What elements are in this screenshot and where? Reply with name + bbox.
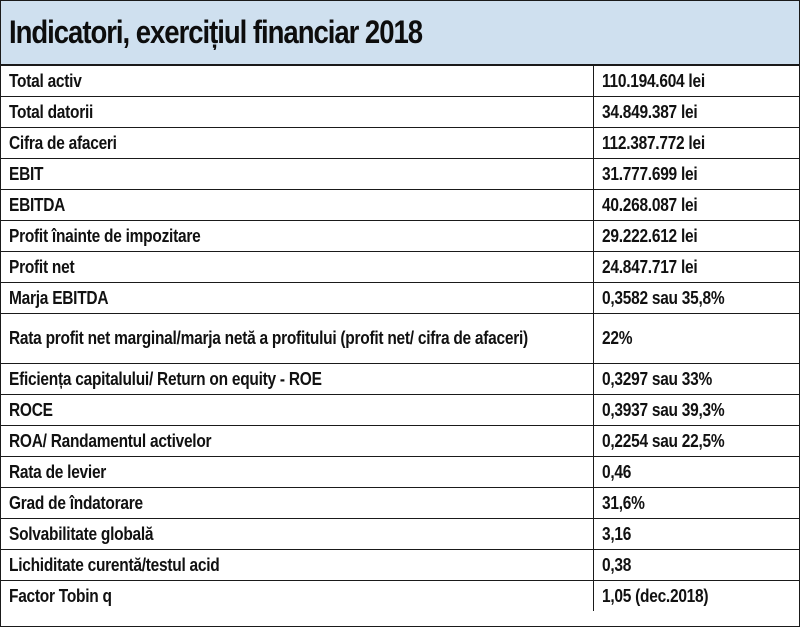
- row-value: 31,6%: [602, 492, 645, 513]
- table-row: Total activ 110.194.604 lei: [1, 66, 800, 97]
- row-value-cell: 31.777.699 lei: [593, 158, 800, 190]
- row-label-cell: Grad de îndatorare: [1, 487, 594, 519]
- row-label: Cifra de afaceri: [9, 132, 117, 153]
- row-label: Profit net: [9, 256, 75, 277]
- row-label: ROA/ Randamentul activelor: [9, 430, 212, 451]
- row-value: 0,46: [602, 461, 632, 482]
- row-label: Lichiditate curentă/testul acid: [9, 554, 220, 575]
- table-row: Profit net 24.847.717 lei: [1, 251, 800, 283]
- row-label-cell: EBIT: [1, 158, 594, 190]
- row-value: 1,05 (dec.2018): [602, 585, 709, 606]
- row-value: 112.387.772 lei: [602, 132, 705, 153]
- row-label-cell: Solvabilitate globală: [1, 518, 594, 550]
- table-row: Solvabilitate globală 3,16: [1, 518, 800, 550]
- row-label: ROCE: [9, 399, 53, 420]
- table-row: Lichiditate curentă/testul acid 0,38: [1, 549, 800, 581]
- row-label: Marja EBITDA: [9, 287, 109, 308]
- row-label-cell: Rata de levier: [1, 456, 594, 488]
- row-label-cell: ROCE: [1, 394, 594, 426]
- row-label: EBIT: [9, 163, 44, 184]
- row-label: Eficiența capitalului/ Return on equity …: [9, 368, 322, 389]
- row-label: Rata profit net marginal/marja netă a pr…: [9, 328, 528, 348]
- row-value: 31.777.699 lei: [602, 163, 698, 184]
- table-row: Marja EBITDA 0,3582 sau 35,8%: [1, 282, 800, 314]
- row-label-cell: ROA/ Randamentul activelor: [1, 425, 594, 457]
- row-value-cell: 0,3937 sau 39,3%: [593, 394, 800, 426]
- row-value-cell: 1,05 (dec.2018): [593, 580, 800, 611]
- table-row: ROA/ Randamentul activelor 0,2254 sau 22…: [1, 425, 800, 457]
- row-value-cell: 40.268.087 lei: [593, 189, 800, 221]
- table-row: Cifra de afaceri 112.387.772 lei: [1, 127, 800, 159]
- row-value-cell: 0,3297 sau 33%: [593, 363, 800, 395]
- table-row: Rata profit net marginal/marja netă a pr…: [1, 313, 800, 364]
- row-label: EBITDA: [9, 194, 66, 215]
- table-row: Factor Tobin q 1,05 (dec.2018): [1, 580, 800, 611]
- row-value: 0,3937 sau 39,3%: [602, 399, 725, 420]
- row-label-cell: Cifra de afaceri: [1, 127, 594, 159]
- row-value-cell: 0,38: [593, 549, 800, 581]
- row-value-cell: 22%: [593, 313, 800, 364]
- row-label: Solvabilitate globală: [9, 523, 154, 544]
- row-value-cell: 31,6%: [593, 487, 800, 519]
- row-label-cell: Total activ: [1, 66, 594, 97]
- row-value-cell: 34.849.387 lei: [593, 96, 800, 128]
- row-value-cell: 0,3582 sau 35,8%: [593, 282, 800, 314]
- page-title: Indicatori, exercițiul financiar 2018: [9, 14, 423, 50]
- row-value-cell: 112.387.772 lei: [593, 127, 800, 159]
- row-label: Total datorii: [9, 101, 94, 122]
- row-value: 0,2254 sau 22,5%: [602, 430, 725, 451]
- row-label-cell: Rata profit net marginal/marja netă a pr…: [1, 313, 594, 364]
- row-label: Factor Tobin q: [9, 585, 112, 606]
- row-label-cell: Total datorii: [1, 96, 594, 128]
- row-value-cell: 24.847.717 lei: [593, 251, 800, 283]
- row-label: Rata de levier: [9, 461, 107, 482]
- row-label: Total activ: [9, 70, 82, 91]
- table-row: EBIT 31.777.699 lei: [1, 158, 800, 190]
- row-label-cell: Lichiditate curentă/testul acid: [1, 549, 594, 581]
- table-row: Profit înainte de impozitare 29.222.612 …: [1, 220, 800, 252]
- row-value: 110.194.604 lei: [602, 70, 705, 91]
- row-value: 29.222.612 lei: [602, 225, 698, 246]
- row-value: 34.849.387 lei: [602, 101, 698, 122]
- row-value: 0,38: [602, 554, 632, 575]
- table-row: Eficiența capitalului/ Return on equity …: [1, 363, 800, 395]
- table-row: Grad de îndatorare 31,6%: [1, 487, 800, 519]
- row-value: 0,3582 sau 35,8%: [602, 287, 725, 308]
- row-value: 0,3297 sau 33%: [602, 368, 712, 389]
- row-label-cell: Marja EBITDA: [1, 282, 594, 314]
- table-row: ROCE 0,3937 sau 39,3%: [1, 394, 800, 426]
- row-label: Profit înainte de impozitare: [9, 225, 201, 246]
- row-label-cell: Profit înainte de impozitare: [1, 220, 594, 252]
- row-value-cell: 29.222.612 lei: [593, 220, 800, 252]
- table-row: EBITDA 40.268.087 lei: [1, 189, 800, 221]
- table-row: Total datorii 34.849.387 lei: [1, 96, 800, 128]
- row-value-cell: 3,16: [593, 518, 800, 550]
- row-value: 40.268.087 lei: [602, 194, 698, 215]
- title-bar: Indicatori, exercițiul financiar 2018: [1, 1, 799, 66]
- row-value: 22%: [602, 328, 633, 348]
- row-label-cell: Factor Tobin q: [1, 580, 594, 611]
- table-row: Rata de levier 0,46: [1, 456, 800, 488]
- row-label-cell: Profit net: [1, 251, 594, 283]
- row-value-cell: 0,2254 sau 22,5%: [593, 425, 800, 457]
- indicators-table: Total activ 110.194.604 lei Total datori…: [1, 66, 800, 611]
- row-value: 3,16: [602, 523, 632, 544]
- row-value-cell: 0,46: [593, 456, 800, 488]
- row-value-cell: 110.194.604 lei: [593, 66, 800, 97]
- row-label-cell: EBITDA: [1, 189, 594, 221]
- row-label: Grad de îndatorare: [9, 492, 143, 513]
- row-value: 24.847.717 lei: [602, 256, 698, 277]
- row-label-cell: Eficiența capitalului/ Return on equity …: [1, 363, 594, 395]
